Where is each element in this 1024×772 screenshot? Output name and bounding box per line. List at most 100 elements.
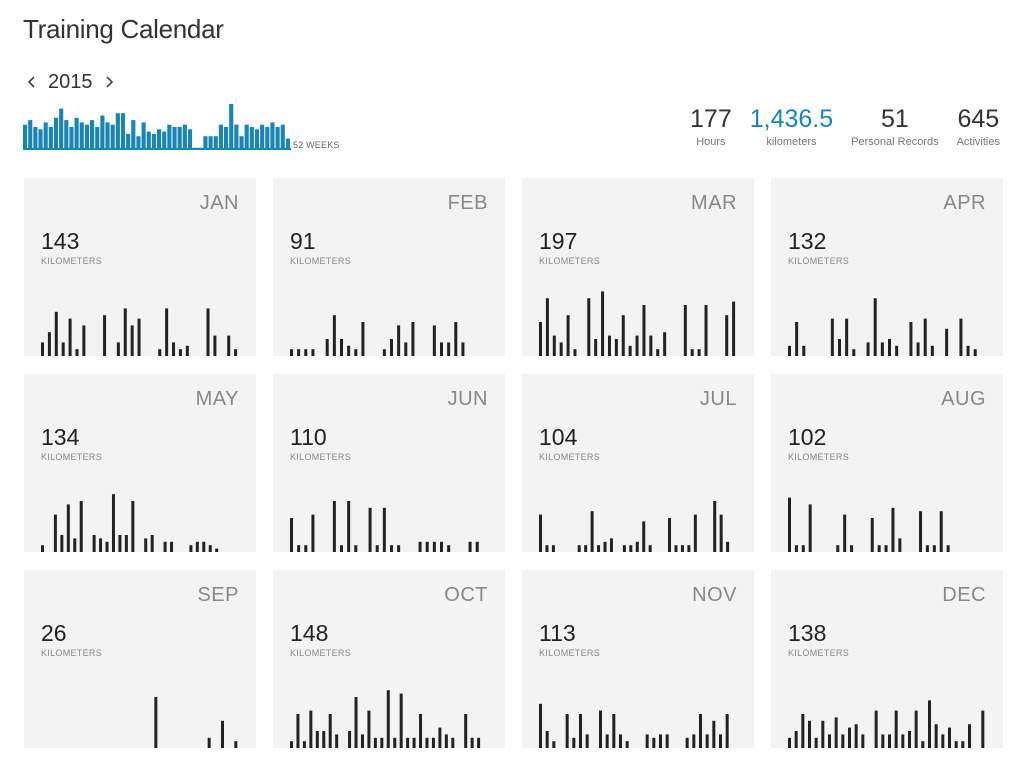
day-bar (144, 538, 148, 552)
day-bar (322, 731, 326, 748)
day-bar (880, 342, 884, 356)
day-bar (802, 345, 806, 356)
month-card-aug[interactable]: AUG 102 KILOMETERS (771, 374, 1003, 552)
day-bar (311, 514, 315, 552)
day-bar (663, 332, 667, 356)
day-bar (234, 349, 238, 356)
month-card-dec[interactable]: DEC 138 KILOMETERS (771, 570, 1003, 748)
day-bar (888, 734, 891, 748)
month-card-nov[interactable]: NOV 113 KILOMETERS (522, 570, 754, 748)
day-bar (597, 545, 601, 552)
week-bar (234, 124, 239, 150)
day-bar (788, 345, 791, 356)
stat-activities-value: 645 (957, 105, 1000, 133)
day-bar (399, 693, 403, 748)
month-card-apr[interactable]: APR 132 KILOMETERS (771, 178, 1003, 356)
week-bar (28, 120, 33, 150)
day-bar (189, 545, 193, 552)
week-bar (53, 117, 59, 150)
day-bar (923, 318, 927, 356)
day-bar (652, 737, 656, 748)
day-bar (609, 538, 613, 552)
day-bar (131, 501, 135, 552)
day-bar (335, 734, 339, 748)
chevron-right-icon[interactable] (99, 70, 119, 94)
day-bar (699, 714, 702, 748)
month-name: SEP (197, 584, 239, 606)
day-bar (607, 335, 611, 356)
day-bar (874, 710, 878, 748)
day-bar (585, 734, 589, 748)
month-daily-chart (41, 494, 219, 552)
day-bar (468, 541, 472, 552)
day-bar (590, 511, 594, 552)
day-bar (946, 545, 950, 552)
stat-distance: 1,436.5 kilometers (750, 104, 833, 148)
day-bar (461, 342, 465, 356)
month-name: JUL (699, 388, 737, 410)
month-unit: KILOMETERS (539, 256, 601, 266)
day-bar (934, 724, 938, 748)
month-card-jan[interactable]: JAN 143 KILOMETERS (24, 178, 256, 356)
day-bar (685, 737, 689, 748)
day-bar (332, 501, 336, 552)
day-bar (354, 697, 358, 748)
week-bar (131, 120, 136, 150)
month-name: MAR (691, 192, 737, 214)
month-unit: KILOMETERS (290, 452, 352, 462)
day-bar (412, 737, 416, 748)
day-bar (612, 714, 616, 748)
week-bar (64, 120, 69, 150)
day-bar (361, 322, 365, 356)
month-card-jul[interactable]: JUL 104 KILOMETERS (522, 374, 754, 552)
day-bar (680, 545, 684, 552)
day-bar (866, 342, 870, 356)
week-bar (141, 122, 146, 150)
day-bar (215, 548, 219, 552)
day-bar (432, 325, 436, 356)
day-bar (966, 345, 970, 356)
week-bar (48, 127, 53, 150)
day-bar (954, 741, 958, 748)
day-bar (614, 339, 618, 356)
day-bar (432, 541, 436, 552)
day-bar (360, 734, 364, 748)
day-bar (788, 497, 791, 552)
month-name: MAY (195, 388, 239, 410)
day-bar (788, 737, 791, 748)
day-bar (873, 298, 877, 356)
month-name: JUN (447, 388, 488, 410)
week-bar (270, 122, 275, 150)
day-bar (79, 501, 83, 552)
day-bar (545, 545, 549, 552)
day-bar (348, 731, 352, 748)
day-bar (165, 308, 169, 356)
day-bar (566, 315, 570, 356)
weekly-distance-chart[interactable] (23, 100, 291, 150)
month-card-oct[interactable]: OCT 148 KILOMETERS (273, 570, 505, 748)
day-bar (674, 545, 678, 552)
day-bar (621, 315, 625, 356)
stat-hours-label: Hours (696, 136, 726, 148)
day-bar (877, 545, 881, 552)
month-name: APR (943, 192, 986, 214)
day-bar (594, 339, 598, 356)
month-unit: KILOMETERS (290, 256, 352, 266)
month-card-jun[interactable]: JUN 110 KILOMETERS (273, 374, 505, 552)
month-card-may[interactable]: MAY 134 KILOMETERS (24, 374, 256, 552)
chevron-left-icon[interactable] (22, 70, 42, 94)
week-bar (229, 104, 234, 150)
month-name: AUG (941, 388, 986, 410)
day-bar (393, 737, 397, 748)
day-bar (425, 541, 429, 552)
month-card-mar[interactable]: MAR 197 KILOMETERS (522, 178, 754, 356)
month-card-sep[interactable]: SEP 26 KILOMETERS (24, 570, 256, 748)
month-card-feb[interactable]: FEB 91 KILOMETERS (273, 178, 505, 356)
day-bar (603, 541, 607, 552)
stat-distance-label: kilometers (766, 136, 817, 148)
day-bar (354, 545, 358, 552)
day-bar (111, 494, 115, 552)
day-bar (438, 727, 442, 748)
day-bar (539, 514, 542, 552)
day-bar (61, 342, 65, 356)
